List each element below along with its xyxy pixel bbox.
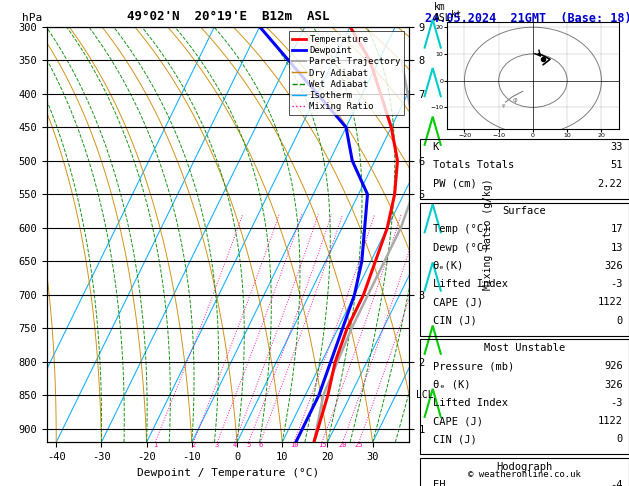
Text: 51: 51 [610, 160, 623, 171]
Bar [420, 340, 629, 454]
Text: 4: 4 [233, 442, 237, 448]
Text: 15: 15 [318, 442, 326, 448]
Text: Most Unstable: Most Unstable [484, 343, 565, 353]
Text: CAPE (J): CAPE (J) [433, 416, 482, 426]
Text: 24.05.2024  21GMT  (Base: 18): 24.05.2024 21GMT (Base: 18) [425, 12, 629, 25]
Text: θₑ(K): θₑ(K) [433, 261, 464, 271]
Text: Lifted Index: Lifted Index [433, 279, 508, 289]
Text: kt: kt [451, 10, 461, 18]
Text: CIN (J): CIN (J) [433, 434, 476, 444]
Text: -3: -3 [610, 398, 623, 408]
Text: 326: 326 [604, 261, 623, 271]
Text: 6: 6 [258, 442, 262, 448]
Text: 13: 13 [610, 243, 623, 253]
Text: 17: 17 [610, 225, 623, 234]
Text: 2: 2 [191, 442, 196, 448]
Text: Lifted Index: Lifted Index [433, 398, 508, 408]
Text: CAPE (J): CAPE (J) [433, 297, 482, 307]
Text: 33: 33 [610, 142, 623, 152]
Text: PW (cm): PW (cm) [433, 179, 476, 189]
Text: 25: 25 [355, 442, 363, 448]
Text: 1: 1 [153, 442, 157, 448]
Text: φ: φ [502, 104, 506, 108]
Text: © weatheronline.co.uk: © weatheronline.co.uk [468, 469, 581, 479]
Text: Dewp (°C): Dewp (°C) [433, 243, 489, 253]
Text: 5: 5 [247, 442, 251, 448]
Text: φ: φ [513, 97, 517, 103]
Text: -4: -4 [610, 480, 623, 486]
Text: LCL: LCL [416, 390, 434, 400]
Text: -3: -3 [610, 279, 623, 289]
Legend: Temperature, Dewpoint, Parcel Trajectory, Dry Adiabat, Wet Adiabat, Isotherm, Mi: Temperature, Dewpoint, Parcel Trajectory… [289, 31, 404, 115]
Text: 326: 326 [604, 380, 623, 390]
Bar [420, 203, 629, 336]
Text: 1122: 1122 [598, 297, 623, 307]
Text: Totals Totals: Totals Totals [433, 160, 514, 171]
Text: 3: 3 [215, 442, 220, 448]
Text: Hodograph: Hodograph [496, 462, 553, 472]
Text: Temp (°C): Temp (°C) [433, 225, 489, 234]
Text: 20: 20 [338, 442, 347, 448]
Text: Surface: Surface [503, 206, 547, 216]
Text: hPa: hPa [22, 13, 42, 22]
Text: 2.22: 2.22 [598, 179, 623, 189]
Text: 1122: 1122 [598, 416, 623, 426]
Text: 0: 0 [616, 434, 623, 444]
Bar [420, 139, 629, 199]
Text: θₑ (K): θₑ (K) [433, 380, 470, 390]
Text: Mixing Ratio (g/kg): Mixing Ratio (g/kg) [484, 179, 493, 290]
Text: 49°02'N  20°19'E  B12m  ASL: 49°02'N 20°19'E B12m ASL [127, 10, 329, 22]
Bar [420, 458, 629, 486]
Text: CIN (J): CIN (J) [433, 315, 476, 326]
Text: EH: EH [433, 480, 445, 486]
Text: 10: 10 [290, 442, 298, 448]
Text: K: K [433, 142, 439, 152]
Text: 0: 0 [616, 315, 623, 326]
Text: km
ASL: km ASL [434, 2, 452, 22]
X-axis label: Dewpoint / Temperature (°C): Dewpoint / Temperature (°C) [137, 468, 319, 478]
Text: 926: 926 [604, 362, 623, 371]
Text: Pressure (mb): Pressure (mb) [433, 362, 514, 371]
